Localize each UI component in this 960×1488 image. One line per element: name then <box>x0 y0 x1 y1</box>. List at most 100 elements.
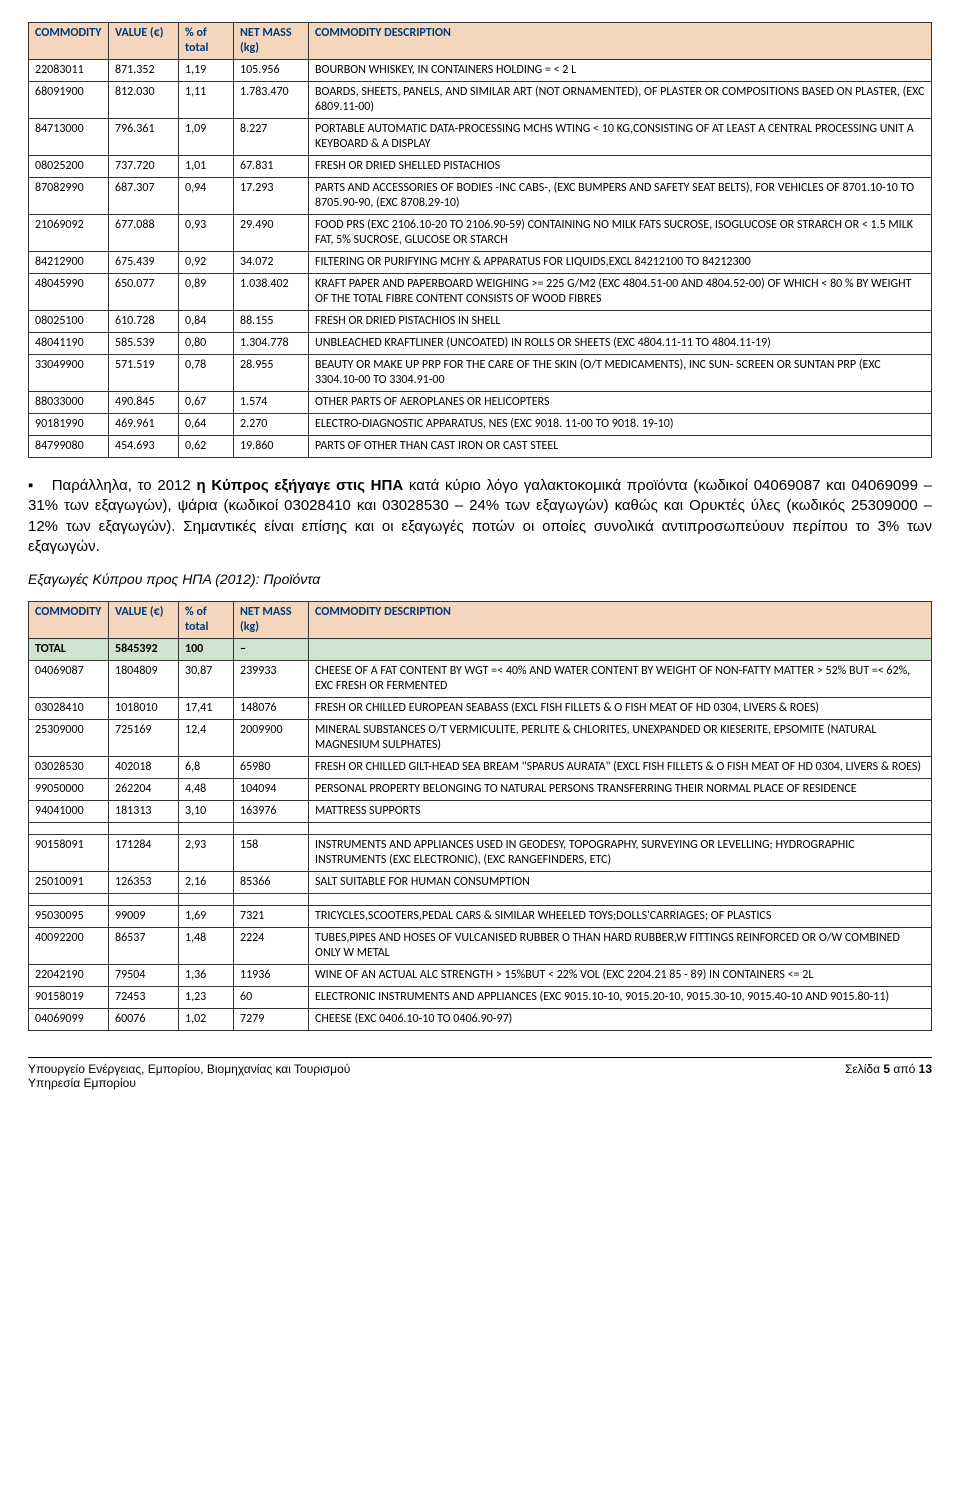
table2-caption: Εξαγωγές Κύπρου προς ΗΠΑ (2012): Προϊόντ… <box>28 571 932 587</box>
cell-mass: 17.293 <box>234 178 309 215</box>
cell-mass: 34.072 <box>234 252 309 274</box>
cell-pct: 0,92 <box>179 252 234 274</box>
cell-desc: INSTRUMENTS AND APPLIANCES USED IN GEODE… <box>309 835 932 872</box>
table-row: 94041000 181313 3,10 163976 MATTRESS SUP… <box>29 801 932 823</box>
cell-pct: 1,11 <box>179 82 234 119</box>
cell-desc: FOOD PRS (EXC 2106.10-20 TO 2106.90-59) … <box>309 215 932 252</box>
cell-commodity: 88033000 <box>29 392 109 414</box>
th-commodity: COMMODITY <box>29 602 109 639</box>
cell-mass: 67.831 <box>234 156 309 178</box>
table-row: 40092200 86537 1,48 2224 TUBES,PIPES AND… <box>29 928 932 965</box>
cell-desc: FRESH OR CHILLED GILT-HEAD SEA BREAM "SP… <box>309 757 932 779</box>
cell-pct: 0,94 <box>179 178 234 215</box>
cell-commodity: 84212900 <box>29 252 109 274</box>
table-row: 87082990 687.307 0,94 17.293 PARTS AND A… <box>29 178 932 215</box>
cell-value: 402018 <box>109 757 179 779</box>
table-row: 22083011 871.352 1,19 105.956 BOURBON WH… <box>29 60 932 82</box>
table-row: 48041190 585.539 0,80 1.304.778 UNBLEACH… <box>29 333 932 355</box>
cell-mass: 88.155 <box>234 311 309 333</box>
spacer-row <box>29 823 932 835</box>
cell-commodity: 21069092 <box>29 215 109 252</box>
cell-mass: 85366 <box>234 872 309 894</box>
cell-pct: 1,69 <box>179 906 234 928</box>
cell-value: 1018010 <box>109 698 179 720</box>
cell-pct: 0,62 <box>179 436 234 458</box>
cell-desc: OTHER PARTS OF AEROPLANES OR HELICOPTERS <box>309 392 932 414</box>
cell-value: 871.352 <box>109 60 179 82</box>
cell-mass: 1.304.778 <box>234 333 309 355</box>
cell-commodity: 68091900 <box>29 82 109 119</box>
cell-desc: SALT SUITABLE FOR HUMAN CONSUMPTION <box>309 872 932 894</box>
th-value: VALUE (€) <box>109 602 179 639</box>
cell-commodity: 25010091 <box>29 872 109 894</box>
cell-mass: 148076 <box>234 698 309 720</box>
cell-desc: MINERAL SUBSTANCES O/T VERMICULITE, PERL… <box>309 720 932 757</box>
cell-pct: 0,64 <box>179 414 234 436</box>
cell-pct: 4,48 <box>179 779 234 801</box>
cell-commodity: 48041190 <box>29 333 109 355</box>
cell-mass: 60 <box>234 987 309 1009</box>
cell-desc: CHEESE OF A FAT CONTENT BY WGT =< 40% AN… <box>309 661 932 698</box>
cell-commodity: 22083011 <box>29 60 109 82</box>
cell-commodity: 33049900 <box>29 355 109 392</box>
cell-commodity: 87082990 <box>29 178 109 215</box>
cell-commodity: 99050000 <box>29 779 109 801</box>
table-row: 21069092 677.088 0,93 29.490 FOOD PRS (E… <box>29 215 932 252</box>
export-table: COMMODITY VALUE (€) % of total NET MASS … <box>28 601 932 1031</box>
cell-value: 812.030 <box>109 82 179 119</box>
cell-desc: PARTS AND ACCESSORIES OF BODIES -INC CAB… <box>309 178 932 215</box>
cell-pct: 6,8 <box>179 757 234 779</box>
th-commodity: COMMODITY <box>29 23 109 60</box>
cell-mass: 2009900 <box>234 720 309 757</box>
table-row: 25309000 725169 12,4 2009900 MINERAL SUB… <box>29 720 932 757</box>
cell-commodity: 94041000 <box>29 801 109 823</box>
cell-value: 796.361 <box>109 119 179 156</box>
import-table: COMMODITY VALUE (€) % of total NET MASS … <box>28 22 932 458</box>
th-desc: COMMODITY DESCRIPTION <box>309 602 932 639</box>
cell-pct: 2,93 <box>179 835 234 872</box>
cell-pct: 1,48 <box>179 928 234 965</box>
cell-mass: 7321 <box>234 906 309 928</box>
cell-pct: 1,36 <box>179 965 234 987</box>
cell-pct: 1,02 <box>179 1009 234 1031</box>
cell-value: 571.519 <box>109 355 179 392</box>
cell-commodity: 04069099 <box>29 1009 109 1031</box>
cell-value: 454.693 <box>109 436 179 458</box>
table-row: 33049900 571.519 0,78 28.955 BEAUTY OR M… <box>29 355 932 392</box>
bullet-icon: ▪ <box>28 476 46 496</box>
table-row: 90158019 72453 1,23 60 ELECTRONIC INSTRU… <box>29 987 932 1009</box>
th-mass: NET MASS (kg) <box>234 23 309 60</box>
cell-mass: 29.490 <box>234 215 309 252</box>
cell-mass: 19.860 <box>234 436 309 458</box>
cell-commodity: 48045990 <box>29 274 109 311</box>
cell-mass: 11936 <box>234 965 309 987</box>
cell-pct: 0,80 <box>179 333 234 355</box>
cell-commodity: 08025100 <box>29 311 109 333</box>
cell-desc: BOARDS, SHEETS, PANELS, AND SIMILAR ART … <box>309 82 932 119</box>
page-footer: Υπουργείο Ενέργειας, Εμπορίου, Βιομηχανί… <box>28 1057 932 1090</box>
cell-value: 725169 <box>109 720 179 757</box>
cell-mass: 7279 <box>234 1009 309 1031</box>
cell-pct: 3,10 <box>179 801 234 823</box>
cell-desc: TRICYCLES,SCOOTERS,PEDAL CARS & SIMILAR … <box>309 906 932 928</box>
cell-mass: 8.227 <box>234 119 309 156</box>
cell-value: 737.720 <box>109 156 179 178</box>
cell-value: 675.439 <box>109 252 179 274</box>
cell-pct: 1,23 <box>179 987 234 1009</box>
cell-commodity: 84713000 <box>29 119 109 156</box>
cell-mass: 239933 <box>234 661 309 698</box>
table-row: 03028410 1018010 17,41 148076 FRESH OR C… <box>29 698 932 720</box>
export-summary-paragraph: ▪ Παράλληλα, το 2012 η Κύπρος εξήγαγε στ… <box>28 476 932 557</box>
total-row: TOTAL5845392 100– <box>29 639 932 661</box>
cell-desc: UNBLEACHED KRAFTLINER (UNCOATED) IN ROLL… <box>309 333 932 355</box>
cell-desc: TUBES,PIPES AND HOSES OF VULCANISED RUBB… <box>309 928 932 965</box>
table-row: 03028530 402018 6,8 65980 FRESH OR CHILL… <box>29 757 932 779</box>
cell-pct: 12,4 <box>179 720 234 757</box>
cell-mass: 158 <box>234 835 309 872</box>
table-row: 08025100 610.728 0,84 88.155 FRESH OR DR… <box>29 311 932 333</box>
table-row: 68091900 812.030 1,11 1.783.470 BOARDS, … <box>29 82 932 119</box>
cell-desc: ELECTRO-DIAGNOSTIC APPARATUS, NES (EXC 9… <box>309 414 932 436</box>
cell-desc: FRESH OR DRIED SHELLED PISTACHIOS <box>309 156 932 178</box>
th-desc: COMMODITY DESCRIPTION <box>309 23 932 60</box>
table-row: 25010091 126353 2,16 85366 SALT SUITABLE… <box>29 872 932 894</box>
